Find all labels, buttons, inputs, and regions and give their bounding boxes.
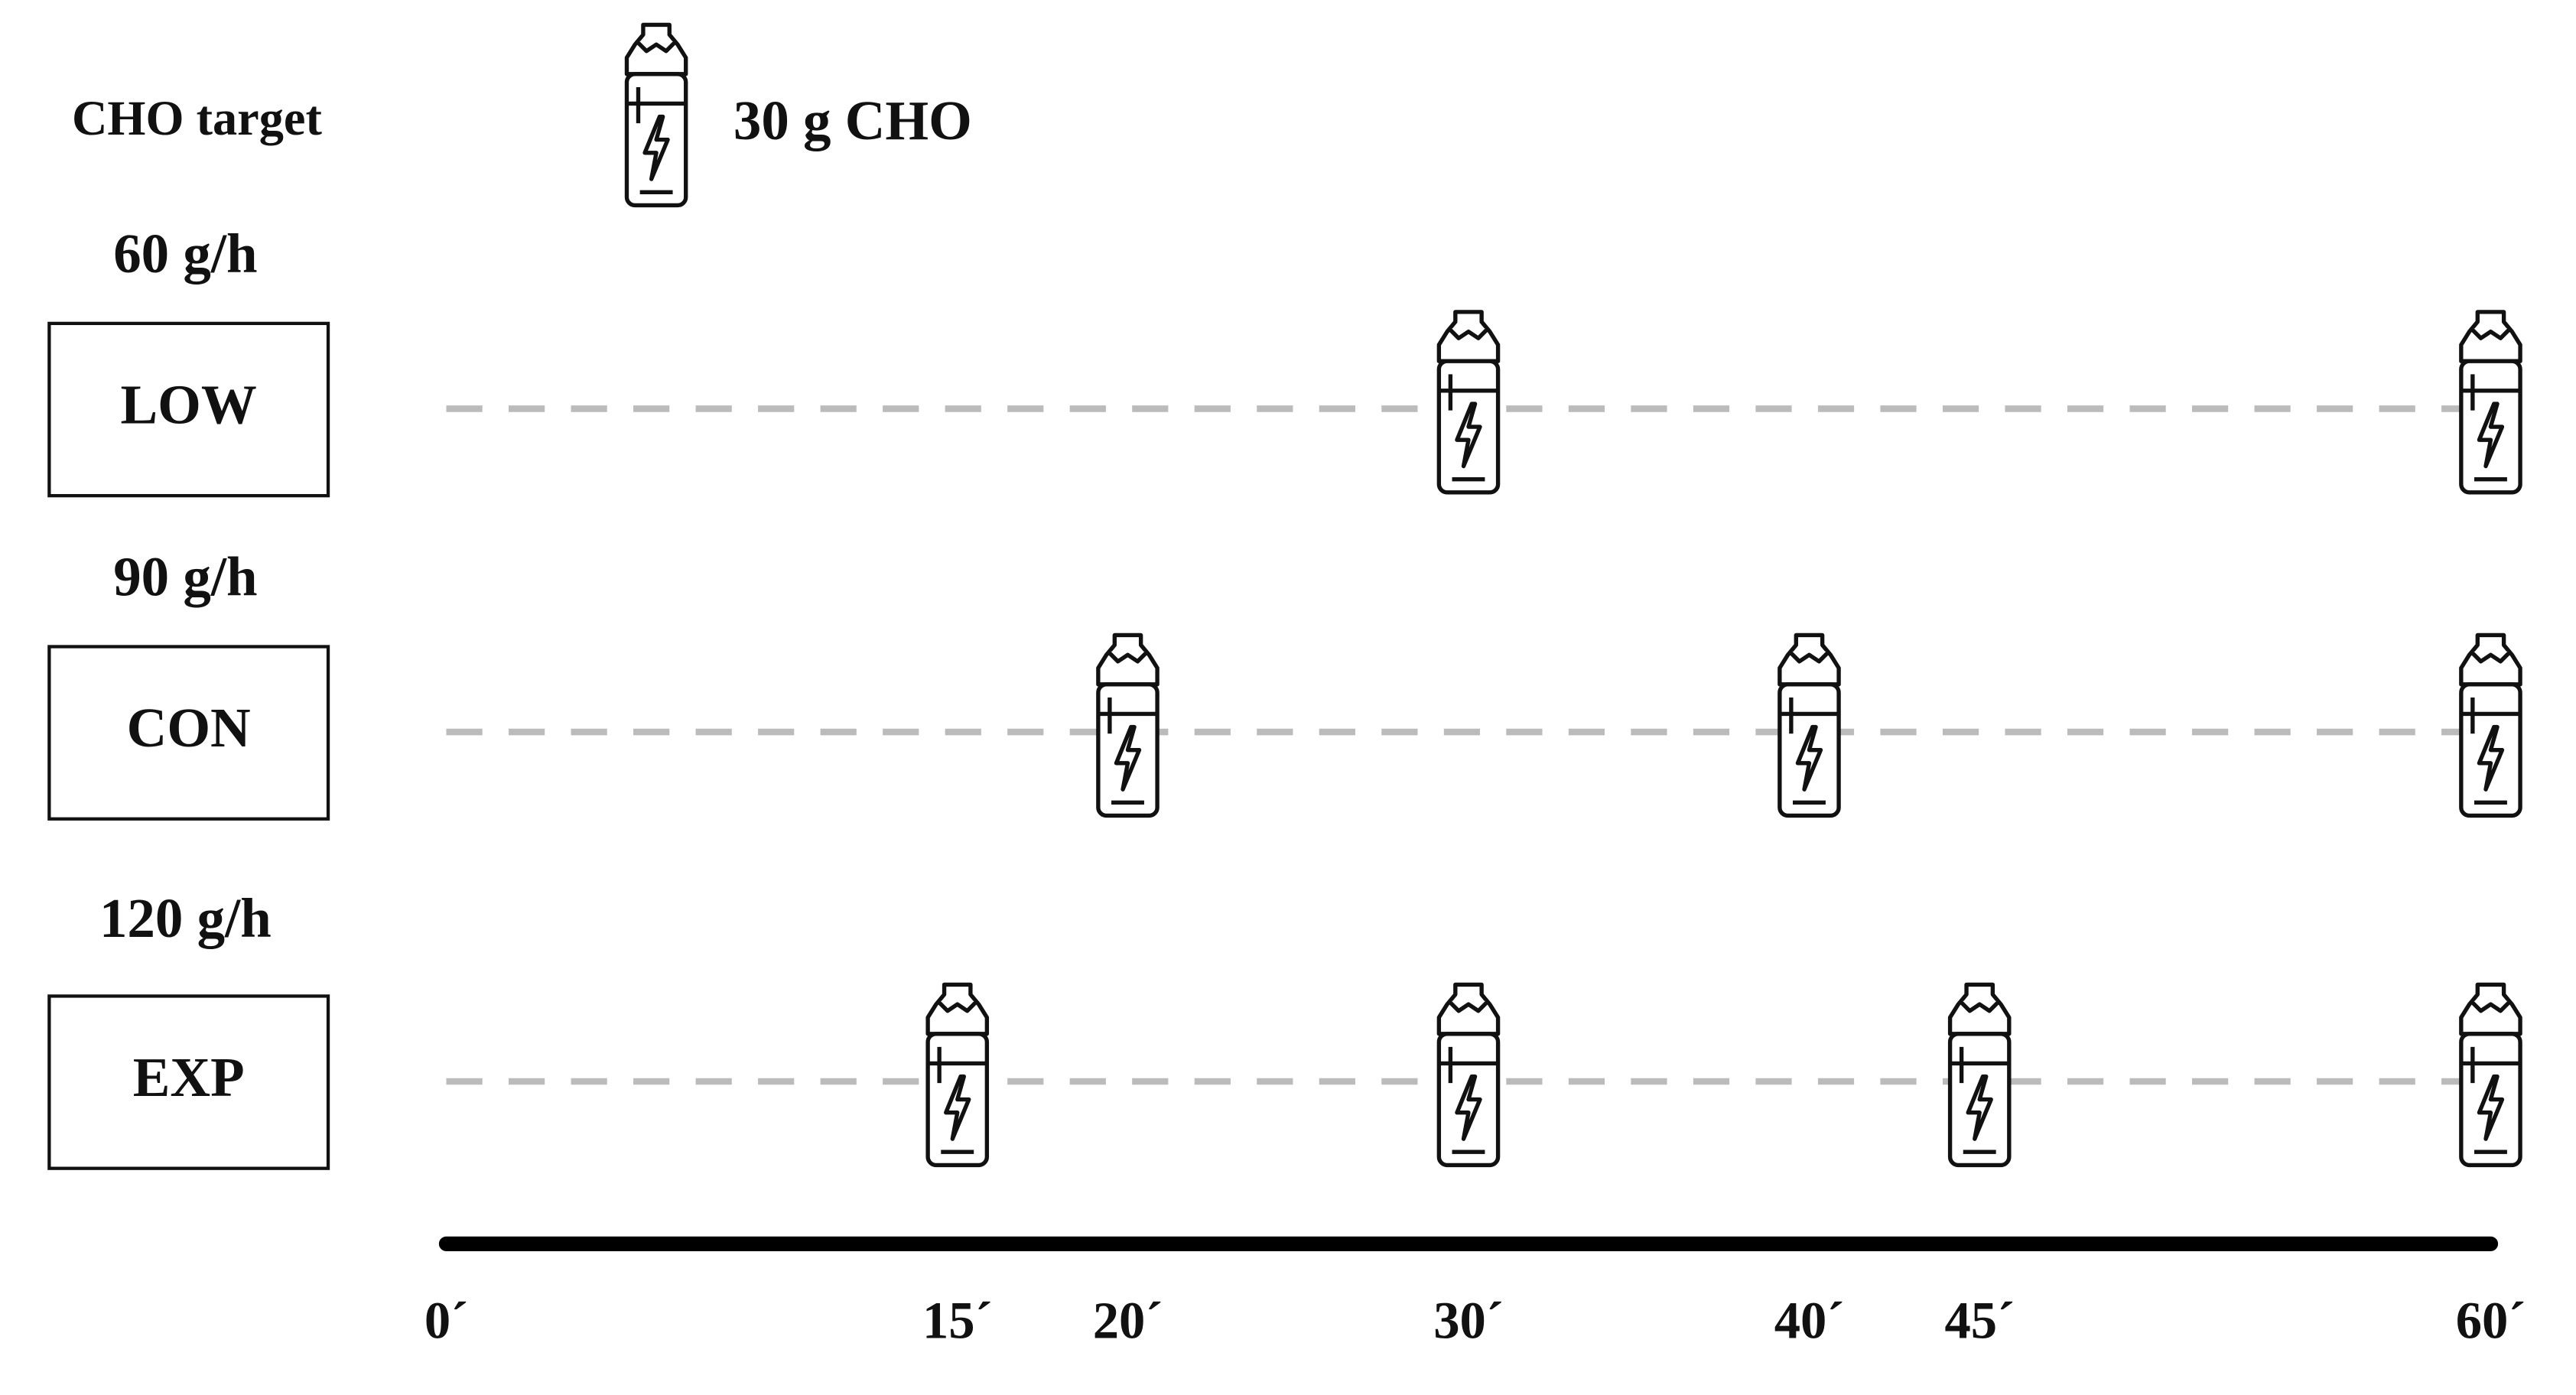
gel-icon [2461, 984, 2520, 1165]
time-label: 30´ [1433, 1291, 1503, 1349]
gel-icon [928, 984, 987, 1165]
legend-icon [626, 24, 685, 205]
gel-icon [1950, 984, 2009, 1165]
gel-icon [2461, 312, 2520, 493]
gel-icon [1780, 635, 1839, 815]
header-title: CHO target [72, 91, 323, 145]
time-label: 20´ [1093, 1291, 1163, 1349]
group-label: CON [127, 697, 251, 759]
legend-label: 30 g CHO [733, 89, 972, 151]
gel-icon [2461, 635, 2520, 815]
group-box [47, 994, 330, 1170]
group-label: LOW [121, 373, 257, 435]
group-box [47, 321, 330, 498]
time-label: 0´ [424, 1291, 468, 1349]
time-label: 15´ [922, 1291, 992, 1349]
rate-label: 90 g/h [113, 546, 257, 608]
group-box [47, 645, 330, 821]
time-label: 60´ [2456, 1291, 2526, 1349]
gel-icon [1439, 312, 1498, 493]
time-label: 45´ [1944, 1291, 2014, 1349]
time-label: 40´ [1774, 1291, 1844, 1349]
gel-icon [1098, 635, 1157, 815]
group-label: EXP [133, 1046, 245, 1108]
gel-icon [1439, 984, 1498, 1165]
rate-label: 60 g/h [113, 223, 257, 285]
rate-label: 120 g/h [99, 887, 272, 949]
